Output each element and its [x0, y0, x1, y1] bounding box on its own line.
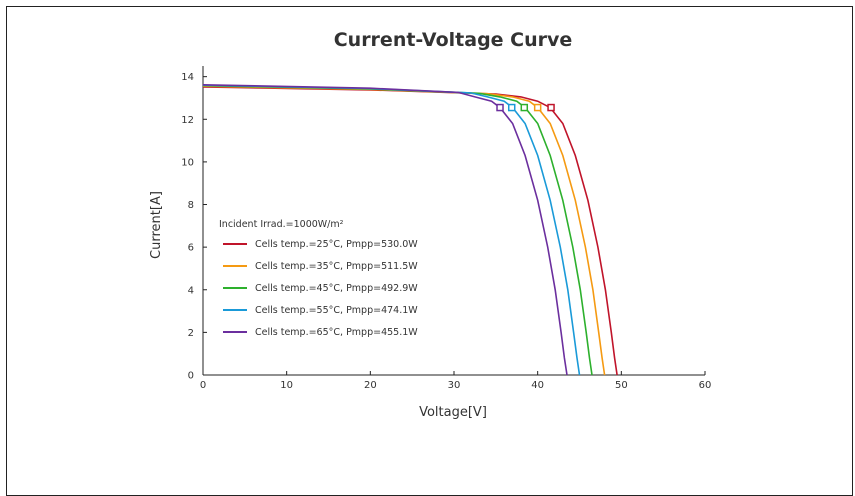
plot-area: 0 10 20 30 40 50 60 0 2 4 6 8 10 12 14 Incident Irrad.=… — [181, 66, 711, 391]
y-tick-label: 6 — [188, 243, 194, 254]
mpp-marker-5 — [496, 103, 504, 112]
x-axis-label: Voltage[V] — [419, 405, 487, 420]
y-tick-label: 0 — [188, 371, 194, 382]
series-line-3 — [202, 84, 593, 376]
chart-title: Current-Voltage Curve — [334, 29, 573, 51]
legend-entry-1: Cells temp.=25°C, Pmpp=530.0W — [255, 239, 418, 250]
x-tick-label: 30 — [448, 380, 461, 391]
mpp-marker-1 — [547, 103, 555, 112]
series-line-5 — [202, 84, 568, 376]
y-axis-label: Current[A] — [149, 191, 164, 259]
series-line-4 — [202, 84, 581, 376]
y-tick-label: 14 — [181, 72, 194, 83]
series-line-2 — [202, 85, 606, 376]
mpp-marker-3 — [520, 103, 529, 112]
x-tick-label: 50 — [615, 380, 628, 391]
y-tick-label: 12 — [181, 115, 194, 126]
x-tick-label: 0 — [200, 380, 206, 391]
y-tick-label: 4 — [188, 285, 194, 296]
x-tick-label: 60 — [699, 380, 712, 391]
x-tick-label: 10 — [280, 380, 293, 391]
x-tick-label: 40 — [531, 380, 544, 391]
y-tick-label: 8 — [188, 200, 194, 211]
legend-title: Incident Irrad.=1000W/m² — [219, 219, 344, 230]
x-tick-label: 20 — [364, 380, 377, 391]
legend-entry-5: Cells temp.=65°C, Pmpp=455.1W — [255, 327, 418, 338]
legend-entry-3: Cells temp.=45°C, Pmpp=492.9W — [255, 283, 418, 294]
mpp-marker-2 — [533, 103, 542, 112]
y-tick-label: 10 — [181, 157, 194, 168]
mpp-marker-4 — [507, 103, 516, 112]
legend-entry-4: Cells temp.=55°C, Pmpp=474.1W — [255, 305, 418, 316]
legend-entry-2: Cells temp.=35°C, Pmpp=511.5W — [255, 261, 418, 272]
y-tick-label: 2 — [188, 328, 194, 339]
